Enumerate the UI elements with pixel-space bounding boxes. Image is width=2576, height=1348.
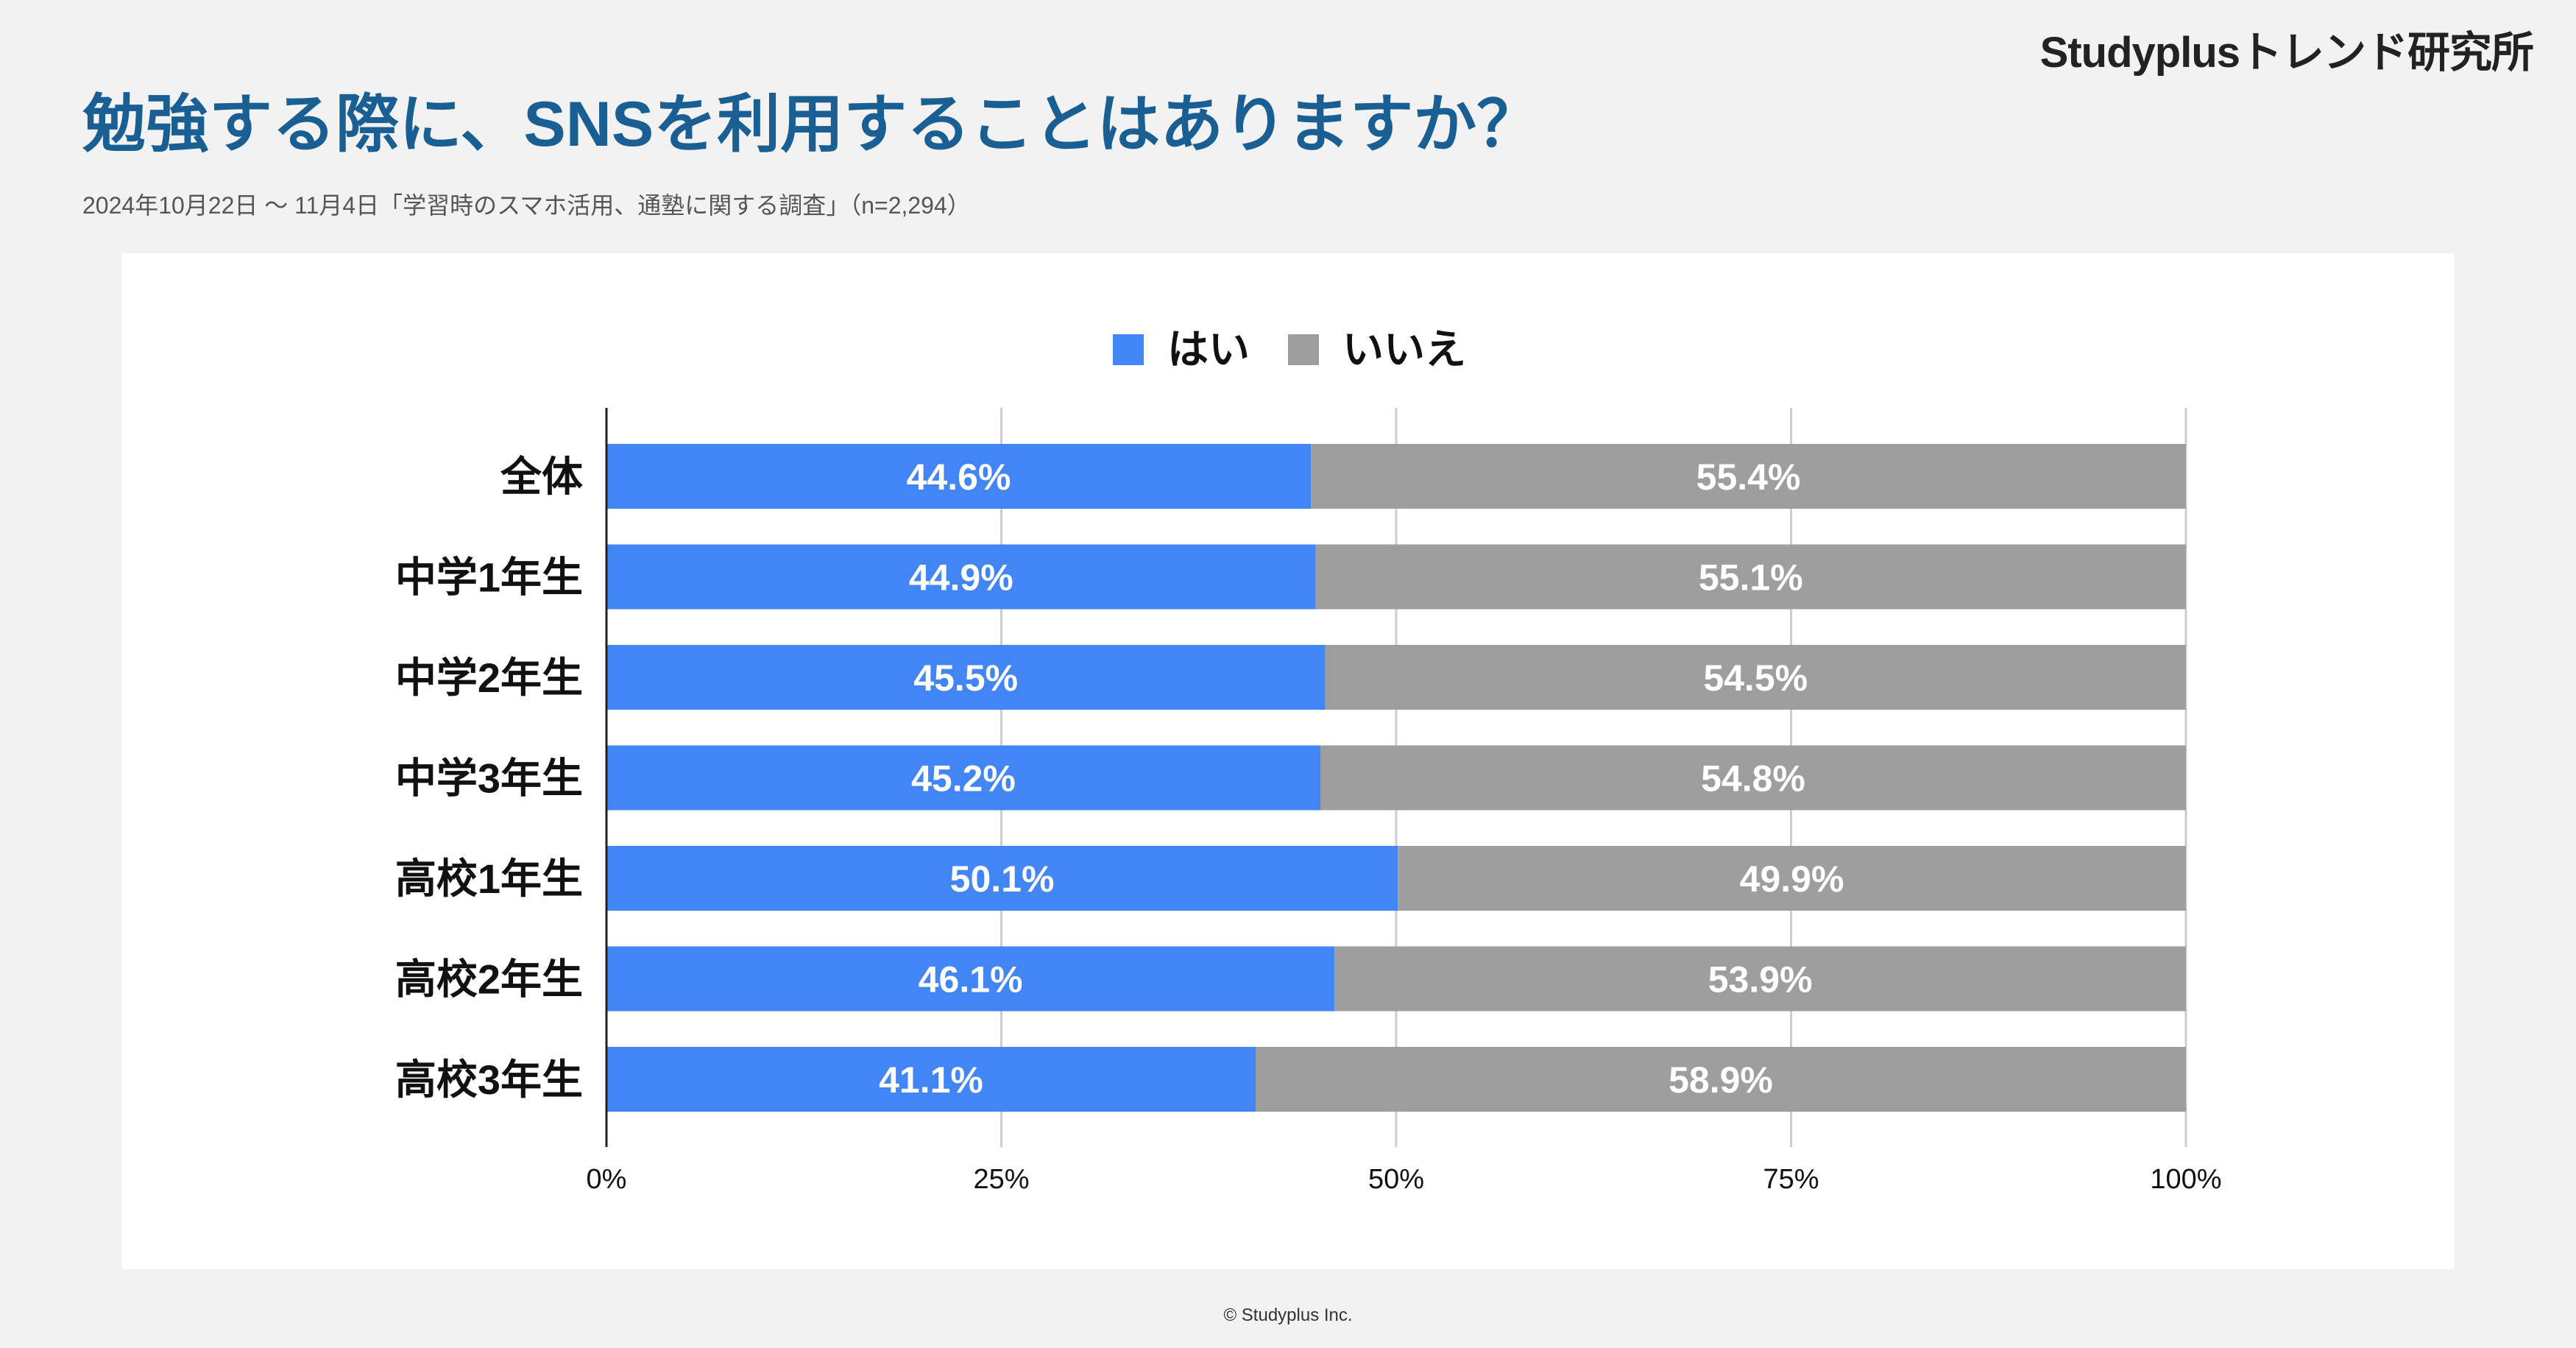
legend-swatch-yes (1113, 334, 1144, 365)
category-label: 高校2年生 (395, 956, 583, 1003)
bar-no (1398, 846, 2186, 911)
bar-yes (606, 444, 1312, 509)
bar-no (1325, 645, 2186, 710)
bar-value-label: 50.1% (950, 858, 1055, 900)
bar-no (1256, 1047, 2186, 1112)
category-label: 高校1年生 (395, 855, 583, 902)
category-label: 中学3年生 (395, 755, 583, 802)
category-label: 全体 (500, 454, 583, 500)
chart-panel: 44.6% 55.4% 全体 44.9% 55.1% 中学1年生 45.5% 54.5% 中学2… (122, 253, 2454, 1269)
legend-label-yes: はい (1167, 326, 1250, 373)
bar-value-label: 44.6% (907, 456, 1011, 498)
bar-yes (606, 846, 1398, 911)
bar-value-label: 49.9% (1740, 858, 1844, 900)
category-label: 中学2年生 (395, 654, 583, 701)
stacked-bar-chart: 44.6% 55.4% 全体 44.9% 55.1% 中学1年生 45.5% 54.5% 中学2… (395, 326, 2222, 1195)
bar-yes (606, 544, 1316, 610)
survey-subtitle: 2024年10月22日 〜 11月4日「学習時のスマホ活用、通塾に関する調査」（… (82, 192, 971, 219)
bar-no (1311, 444, 2186, 509)
bar-value-label: 41.1% (879, 1059, 983, 1101)
bar-no (1320, 745, 2186, 811)
bar-yes (606, 745, 1320, 811)
x-tick-label: 75% (1763, 1164, 1819, 1195)
category-label: 中学1年生 (395, 554, 583, 601)
x-tick-label: 0% (587, 1164, 627, 1195)
category-label: 高校3年生 (395, 1056, 583, 1103)
bar-no (1315, 544, 2186, 610)
bar-value-label: 46.1% (919, 959, 1023, 1001)
x-tick-label: 100% (2150, 1164, 2221, 1195)
chart-title: 勉強する際に、SNSを利用することはありますか？ (82, 89, 1540, 160)
legend-label-no: いいえ (1342, 326, 1466, 373)
bar-yes (606, 645, 1326, 710)
bar-no (1334, 946, 2186, 1012)
bar-value-label: 45.5% (913, 657, 1018, 699)
bar-value-label: 53.9% (1708, 959, 1813, 1001)
bar-value-label: 55.4% (1696, 456, 1801, 498)
bar-value-label: 58.9% (1669, 1059, 1773, 1101)
legend-swatch-no (1288, 334, 1319, 365)
copyright: © Studyplus Inc. (1223, 1305, 1353, 1325)
brand-logo: Studyplusトレンド研究所 (2039, 29, 2534, 77)
x-tick-label: 25% (973, 1164, 1029, 1195)
bar-value-label: 45.2% (911, 758, 1016, 800)
bar-value-label: 55.1% (1699, 557, 1803, 599)
bar-value-label: 54.5% (1703, 657, 1808, 699)
x-tick-label: 50% (1368, 1164, 1424, 1195)
bar-yes (606, 946, 1335, 1012)
bar-value-label: 44.9% (909, 557, 1013, 599)
bar-value-label: 54.8% (1701, 758, 1805, 800)
bar-yes (606, 1047, 1256, 1112)
